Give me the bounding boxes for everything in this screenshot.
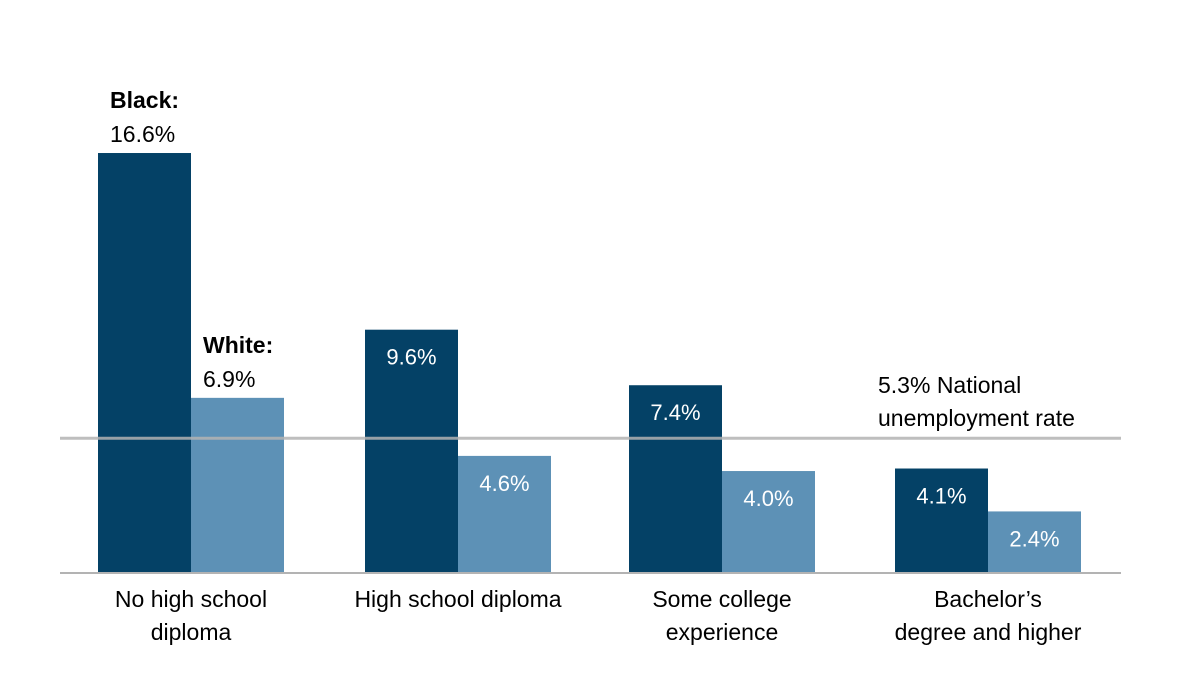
- value-label-white-bachelor-s-degree-and-higher: 2.4%: [1009, 526, 1059, 551]
- bar-white-some-college-experience: [722, 471, 815, 572]
- value-label-white-no-high-school-diploma: 6.9%: [203, 366, 255, 392]
- category-label-no-high-school-diploma-line-1: No high school: [115, 586, 267, 612]
- bar-white-bachelor-s-degree-and-higher: [988, 511, 1081, 572]
- bar-black-some-college-experience: [629, 385, 722, 572]
- category-label-some-college-experience-line-1: Some college: [652, 586, 791, 612]
- bar-black-bachelor-s-degree-and-higher: [895, 468, 988, 572]
- legend-label-white: White:: [203, 332, 273, 358]
- value-label-black-bachelor-s-degree-and-higher: 4.1%: [916, 484, 966, 509]
- labels-group: Black: 16.6% White: 6.9% No high school diplo…: [110, 87, 1082, 645]
- category-label-high-school-diploma-line-1: High school diploma: [354, 586, 561, 612]
- value-label-white-high-school-diploma: 4.6%: [479, 471, 529, 496]
- bar-black-high-school-diploma: [365, 329, 458, 572]
- value-label-black-no-high-school-diploma: 16.6%: [110, 121, 175, 147]
- bars-group: [98, 153, 1081, 573]
- reference-label-line-2: unemployment rate: [878, 405, 1075, 431]
- category-label-no-high-school-diploma-line-2: diploma: [151, 619, 232, 645]
- category-label-bachelor-s-degree-and-higher-line-1: Bachelor’s: [934, 586, 1042, 612]
- value-label-black-high-school-diploma: 9.6%: [386, 345, 436, 370]
- reference-label-line-1: 5.3% National: [878, 372, 1021, 398]
- value-label-white-some-college-experience: 4.0%: [743, 486, 793, 511]
- bar-white-high-school-diploma: [458, 455, 551, 572]
- legend-label-black: Black:: [110, 87, 179, 113]
- value-label-black-some-college-experience: 7.4%: [650, 400, 700, 425]
- bar-white-no-high-school-diploma: [191, 397, 284, 572]
- bar-black-no-high-school-diploma: [98, 153, 191, 573]
- category-label-bachelor-s-degree-and-higher-line-2: degree and higher: [895, 619, 1082, 645]
- category-label-some-college-experience-line-2: experience: [666, 619, 779, 645]
